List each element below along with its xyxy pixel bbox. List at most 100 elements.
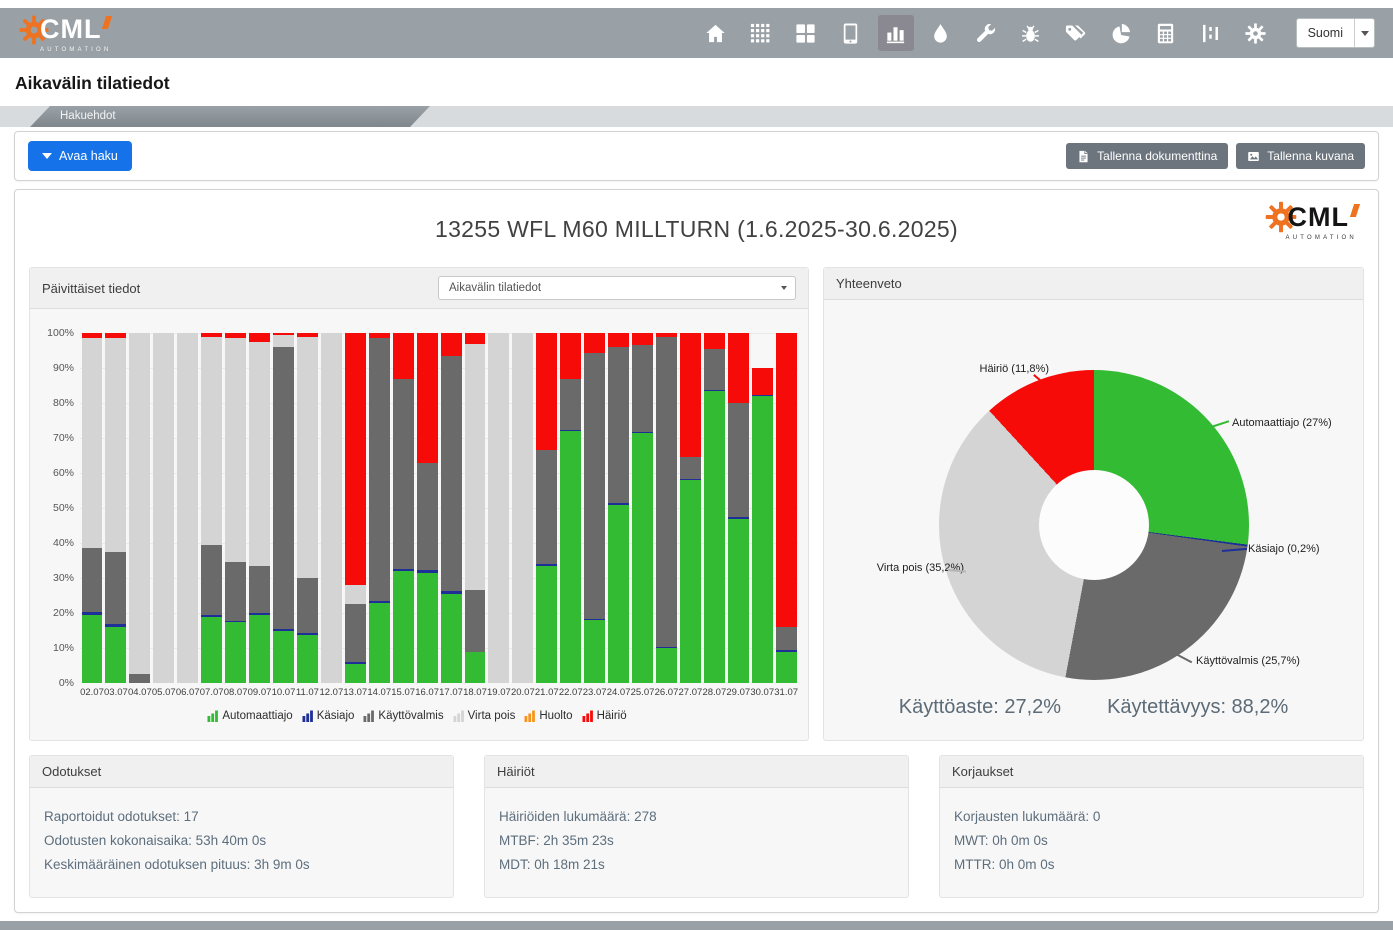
- daily-panel: Päivittäiset tiedot Aikavälin tilatiedot…: [29, 267, 809, 741]
- x-tick-label: 02.07: [80, 687, 104, 698]
- stats-panel-body: Häiriöiden lukumäärä: 278 MTBF: 2h 35m 23…: [485, 788, 908, 897]
- bar-27.07[interactable]: [679, 333, 701, 683]
- legend-item-k-ytt-valmis[interactable]: Käyttövalmis: [363, 710, 444, 722]
- language-caret[interactable]: [1354, 19, 1374, 47]
- bar-09.07[interactable]: [249, 333, 270, 683]
- bar-13.07[interactable]: [344, 333, 366, 683]
- open-search-button[interactable]: Avaa haku: [28, 141, 132, 171]
- stat-line: MTTR: 0h 0m 0s: [954, 857, 1055, 872]
- grid-icon[interactable]: [743, 15, 779, 51]
- bar-06.07[interactable]: [177, 333, 199, 683]
- calculator-icon[interactable]: [1148, 15, 1184, 51]
- segment-virta-pois: [464, 343, 486, 591]
- bug-icon[interactable]: [1013, 15, 1049, 51]
- daily-stacked-bar-chart: 100% 90% 80% 70% 60% 50% 40% 30% 20% 10% 0% 02.07 0…: [30, 309, 808, 738]
- stat-line: Odotusten kokonaisaika: 53h 40m 0s: [44, 833, 267, 848]
- bar-11.07[interactable]: [296, 333, 318, 683]
- cml-logo: CML AUTOMATION: [18, 14, 113, 53]
- save-document-button[interactable]: Tallenna dokumenttina: [1066, 143, 1229, 169]
- segment-h-iri-: [440, 333, 462, 356]
- segment-k-siajo: [105, 624, 127, 627]
- legend-item-automaattiajo[interactable]: Automaattiajo: [207, 710, 293, 722]
- home-icon[interactable]: [698, 15, 734, 51]
- bar-16.07[interactable]: [416, 333, 438, 683]
- bar-15.07[interactable]: [392, 333, 414, 683]
- stats-row: Odotukset Raportoidut odotukset: 17 Odotus…: [29, 755, 1364, 898]
- segment-k-siajo: [679, 478, 701, 480]
- bar-30.07[interactable]: [751, 333, 773, 683]
- hierarchy-icon[interactable]: [1193, 15, 1229, 51]
- segment-automaattiajo: [296, 634, 318, 683]
- bar-14.07[interactable]: [368, 333, 390, 683]
- bar-19.07[interactable]: [488, 333, 510, 683]
- bar-17.07[interactable]: [440, 333, 462, 683]
- daily-view-select[interactable]: Aikavälin tilatiedot: [438, 276, 796, 300]
- bar-21.07[interactable]: [536, 333, 558, 683]
- legend-item-h-iri-[interactable]: Häiriö: [582, 710, 627, 722]
- segment-virta-pois: [129, 333, 151, 675]
- segment-automaattiajo: [201, 617, 223, 683]
- bar-24.07[interactable]: [608, 333, 630, 683]
- logo-text: CML: [40, 14, 102, 44]
- segment-virta-pois: [512, 333, 534, 683]
- y-tick-label: 30%: [52, 572, 74, 584]
- tablet-icon[interactable]: [833, 15, 869, 51]
- tiles-icon[interactable]: [788, 15, 824, 51]
- pie-chart-icon[interactable]: [1103, 15, 1139, 51]
- tags-icon[interactable]: [1058, 15, 1094, 51]
- segment-automaattiajo: [632, 432, 653, 683]
- legend-label: Käsiajo: [316, 710, 355, 722]
- segment-h-iri-: [656, 333, 677, 337]
- bar-10.07[interactable]: [273, 333, 294, 683]
- summary-donut-chart[interactable]: [939, 370, 1249, 680]
- bar-03.07[interactable]: [105, 333, 127, 683]
- legend-item-huolto[interactable]: Huolto: [524, 710, 573, 722]
- segment-k-ytt-valmis: [440, 355, 462, 592]
- drop-icon[interactable]: [923, 15, 959, 51]
- bar-25.07[interactable]: [632, 333, 653, 683]
- daily-panel-title: Päivittäiset tiedot: [42, 280, 141, 296]
- segment-h-iri-: [727, 333, 749, 404]
- bar-28.07[interactable]: [703, 333, 725, 683]
- gear-icon[interactable]: [1238, 15, 1274, 51]
- bar-22.07[interactable]: [560, 333, 582, 683]
- save-image-button[interactable]: Tallenna kuvana: [1236, 143, 1365, 169]
- bar-26.07[interactable]: [656, 333, 677, 683]
- segment-k-siajo: [273, 629, 294, 631]
- bar-20.07[interactable]: [512, 333, 534, 683]
- top-navbar: CML AUTOMATION Suomi: [0, 8, 1393, 58]
- legend-item-k-siajo[interactable]: Käsiajo: [302, 710, 355, 722]
- segment-k-siajo: [225, 620, 247, 622]
- availability-value: Käytettävyys: 88,2%: [1107, 696, 1289, 718]
- legend-bars-icon: [524, 710, 536, 722]
- page-title: Aikavälin tilatiedot: [15, 73, 170, 93]
- stat-line: Korjausten lukumäärä: 0: [954, 809, 1101, 824]
- legend-item-virta-pois[interactable]: Virta pois: [453, 710, 515, 722]
- bar-18.07[interactable]: [464, 333, 486, 683]
- tab-hakuehdot[interactable]: Hakuehdot: [30, 106, 430, 127]
- bar-23.07[interactable]: [584, 333, 606, 683]
- language-selector[interactable]: Suomi: [1295, 18, 1375, 48]
- segment-virta-pois: [177, 333, 199, 683]
- bar-12.07[interactable]: [320, 333, 342, 683]
- bar-07.07[interactable]: [201, 333, 223, 683]
- segment-h-iri-: [225, 333, 247, 339]
- stats-panel-odotukset: Odotukset Raportoidut odotukset: 17 Odotus…: [29, 755, 454, 898]
- segment-k-ytt-valmis: [464, 590, 486, 652]
- x-tick-label: 22.07: [558, 687, 583, 698]
- x-tick-label: 13.07: [343, 687, 368, 698]
- wrench-icon[interactable]: [968, 15, 1004, 51]
- segment-k-ytt-valmis: [656, 336, 677, 647]
- bar-chart-icon[interactable]: [877, 15, 914, 51]
- y-tick-label: 70%: [52, 432, 74, 444]
- bar-04.07[interactable]: [129, 333, 151, 683]
- bar-05.07[interactable]: [153, 333, 175, 683]
- bar-31.07[interactable]: [775, 333, 797, 683]
- bar-29.07[interactable]: [727, 333, 749, 683]
- bar-02.07[interactable]: [81, 333, 103, 683]
- segment-automaattiajo: [225, 621, 247, 683]
- segment-automaattiajo: [273, 630, 294, 683]
- x-tick-label: 08.07: [223, 687, 248, 698]
- y-tick-label: 20%: [52, 607, 74, 619]
- bar-08.07[interactable]: [225, 333, 247, 683]
